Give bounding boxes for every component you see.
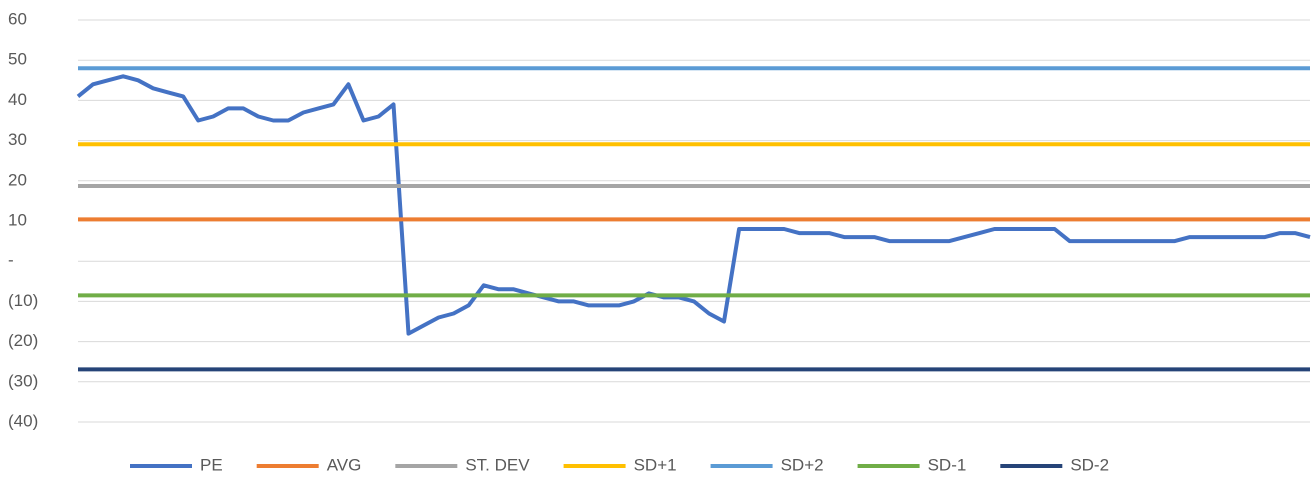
- y-tick-label: 10: [8, 210, 27, 229]
- y-tick-label: 60: [8, 9, 27, 28]
- legend: PE AVG ST. DEV SD+1 SD+2 SD-1 SD-2: [130, 455, 1109, 474]
- y-tick-label: 50: [8, 50, 27, 69]
- legend-label: AVG: [327, 455, 362, 474]
- legend-label: PE: [200, 455, 223, 474]
- y-tick-label: -: [8, 251, 14, 270]
- legend-label: SD+1: [634, 455, 677, 474]
- legend-label: ST. DEV: [465, 455, 530, 474]
- y-tick-label: 40: [8, 90, 27, 109]
- y-tick-label: (10): [8, 291, 38, 310]
- y-tick-label: (40): [8, 411, 38, 430]
- legend-label: SD-1: [928, 455, 967, 474]
- pe-line: [76, 74, 1311, 336]
- y-tick-label: 30: [8, 130, 27, 149]
- y-tick-label: (20): [8, 331, 38, 350]
- y-tick-label: (30): [8, 371, 38, 390]
- y-tick-label: 20: [8, 170, 27, 189]
- legend-label: SD+2: [781, 455, 824, 474]
- legend-label: SD-2: [1070, 455, 1109, 474]
